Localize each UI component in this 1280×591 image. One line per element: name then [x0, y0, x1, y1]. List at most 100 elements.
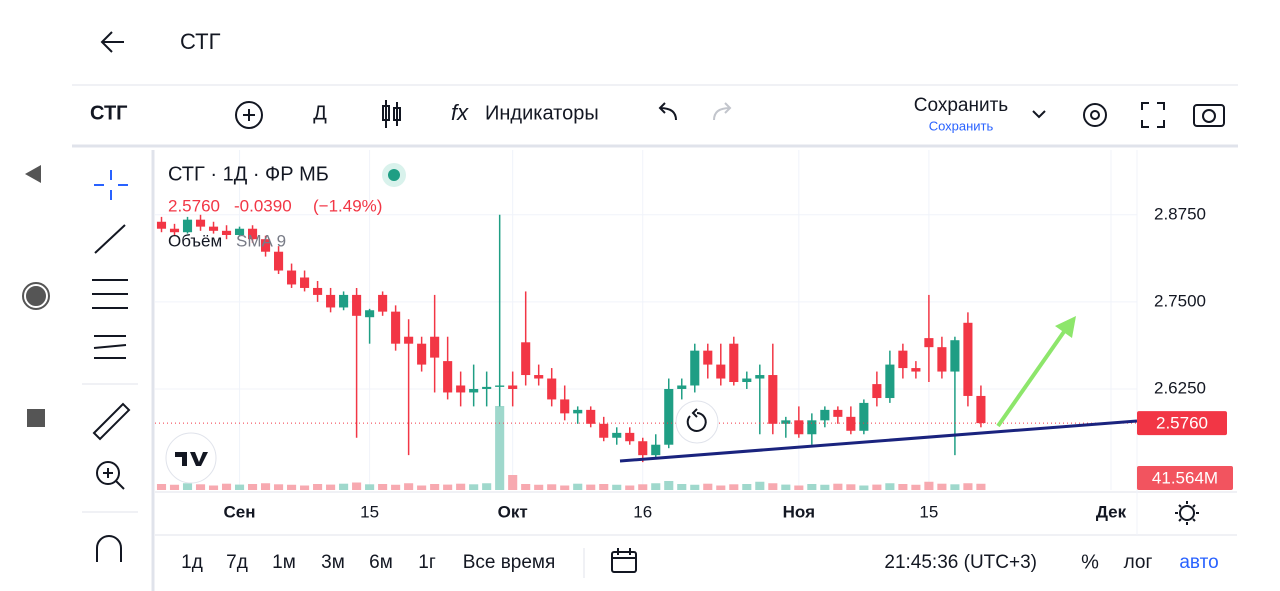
fx-icon[interactable]: fx [451, 100, 469, 125]
volume-bar [716, 485, 726, 490]
nav-back[interactable] [25, 165, 41, 183]
plot [155, 150, 1137, 490]
volume-bar [300, 485, 310, 490]
arrow [996, 324, 1070, 428]
candle-body [807, 420, 817, 435]
chart-type[interactable] [382, 100, 401, 128]
nav-home-ring [22, 282, 50, 310]
auto-toggle[interactable]: авто [1179, 552, 1218, 573]
interval[interactable]: Д [313, 102, 327, 124]
candle-body [274, 251, 284, 271]
magnet-tool[interactable] [96, 535, 122, 562]
y-tick-label: 2.7500 [1154, 291, 1206, 310]
candle-body [820, 409, 830, 421]
candle-body [156, 221, 167, 229]
market-status-dot [388, 169, 400, 181]
volume-bar [742, 484, 752, 490]
candle-body [924, 338, 934, 348]
volume-bar [586, 484, 596, 490]
volume-sma: SMA 9 [236, 231, 286, 250]
range-button[interactable]: 1г [418, 552, 436, 573]
candle-body [182, 219, 193, 233]
percent-toggle[interactable]: % [1081, 551, 1099, 573]
add-symbol[interactable] [235, 101, 263, 129]
volume-bar [963, 483, 973, 490]
trend-line [619, 419, 1138, 463]
volume-bar [352, 482, 362, 490]
volume-bar [326, 484, 336, 490]
range-button[interactable]: 3м [321, 552, 345, 573]
volume-bar [664, 481, 674, 490]
candle-body [495, 385, 505, 387]
candle-body [768, 375, 778, 424]
candle-body [365, 310, 375, 318]
volume-bar [261, 483, 271, 490]
reset-view[interactable] [675, 400, 719, 444]
volume-bar [794, 485, 804, 490]
range-button[interactable]: 1м [272, 552, 296, 573]
screenshot[interactable] [1193, 104, 1225, 127]
volume-bar [534, 484, 544, 490]
volume-bar [833, 483, 843, 490]
volume-bar [937, 483, 947, 490]
candle-body [352, 294, 362, 316]
legend-change-pct: (−1.49%) [313, 196, 382, 215]
indicators[interactable]: Индикаторы [485, 102, 599, 124]
range-button[interactable]: 7д [226, 552, 248, 573]
candle-body [716, 364, 726, 379]
candle-body [599, 423, 609, 438]
redo[interactable] [713, 102, 732, 121]
candle-body [508, 385, 518, 389]
goto-date[interactable] [611, 548, 637, 573]
range-button[interactable]: 1д [181, 552, 203, 573]
nav-recent[interactable] [27, 409, 45, 427]
candle-body [195, 219, 206, 227]
undo[interactable] [658, 102, 677, 121]
back-button[interactable] [100, 31, 124, 53]
range-button[interactable]: Все время [463, 552, 556, 573]
volume-bar [182, 483, 193, 490]
candle-body [339, 294, 349, 308]
volume-bar [976, 483, 986, 490]
volume-bar [677, 484, 687, 490]
log-toggle[interactable]: лог [1124, 552, 1153, 573]
candle-body [963, 322, 973, 396]
axis-settings[interactable] [1175, 501, 1199, 525]
volume-bar [703, 483, 713, 490]
tv-logo[interactable] [165, 432, 217, 484]
candle-body [456, 385, 466, 393]
nav-home[interactable] [24, 284, 48, 308]
candle-body [521, 342, 531, 376]
crosshair-tool[interactable] [94, 170, 128, 200]
candle-body [976, 395, 986, 424]
x-tick-label: Ноя [783, 502, 815, 521]
volume-bar [456, 483, 466, 490]
volume-bar [287, 484, 297, 490]
last-price-label: 2.5760 [1156, 414, 1208, 433]
candle-body [872, 384, 882, 399]
trend-line-tool[interactable] [94, 224, 126, 254]
settings[interactable] [1083, 103, 1107, 127]
zoom-tool[interactable] [96, 461, 125, 490]
pattern-tool[interactable] [93, 335, 127, 359]
volume-bar [208, 485, 219, 490]
save[interactable]: Сохранить [914, 95, 1009, 116]
fib-tool[interactable] [92, 279, 128, 309]
candle-body [534, 375, 544, 379]
candle-body [261, 239, 271, 252]
ruler-tool[interactable] [92, 402, 131, 441]
save-menu[interactable] [1032, 110, 1046, 119]
volume-bar [274, 484, 284, 490]
volume-bar [234, 484, 245, 490]
range-button[interactable]: 6м [369, 552, 393, 573]
candle-body [950, 340, 960, 372]
fullscreen[interactable] [1141, 102, 1165, 128]
candle-body [208, 226, 219, 231]
symbol[interactable]: СТГ [90, 102, 128, 124]
candle-body [287, 270, 297, 285]
y-tick-label: 2.6250 [1154, 378, 1206, 397]
legend-title: СТГ · 1Д · ФР МБ [168, 163, 329, 185]
candle-body [417, 343, 427, 365]
candle-body [391, 311, 401, 344]
